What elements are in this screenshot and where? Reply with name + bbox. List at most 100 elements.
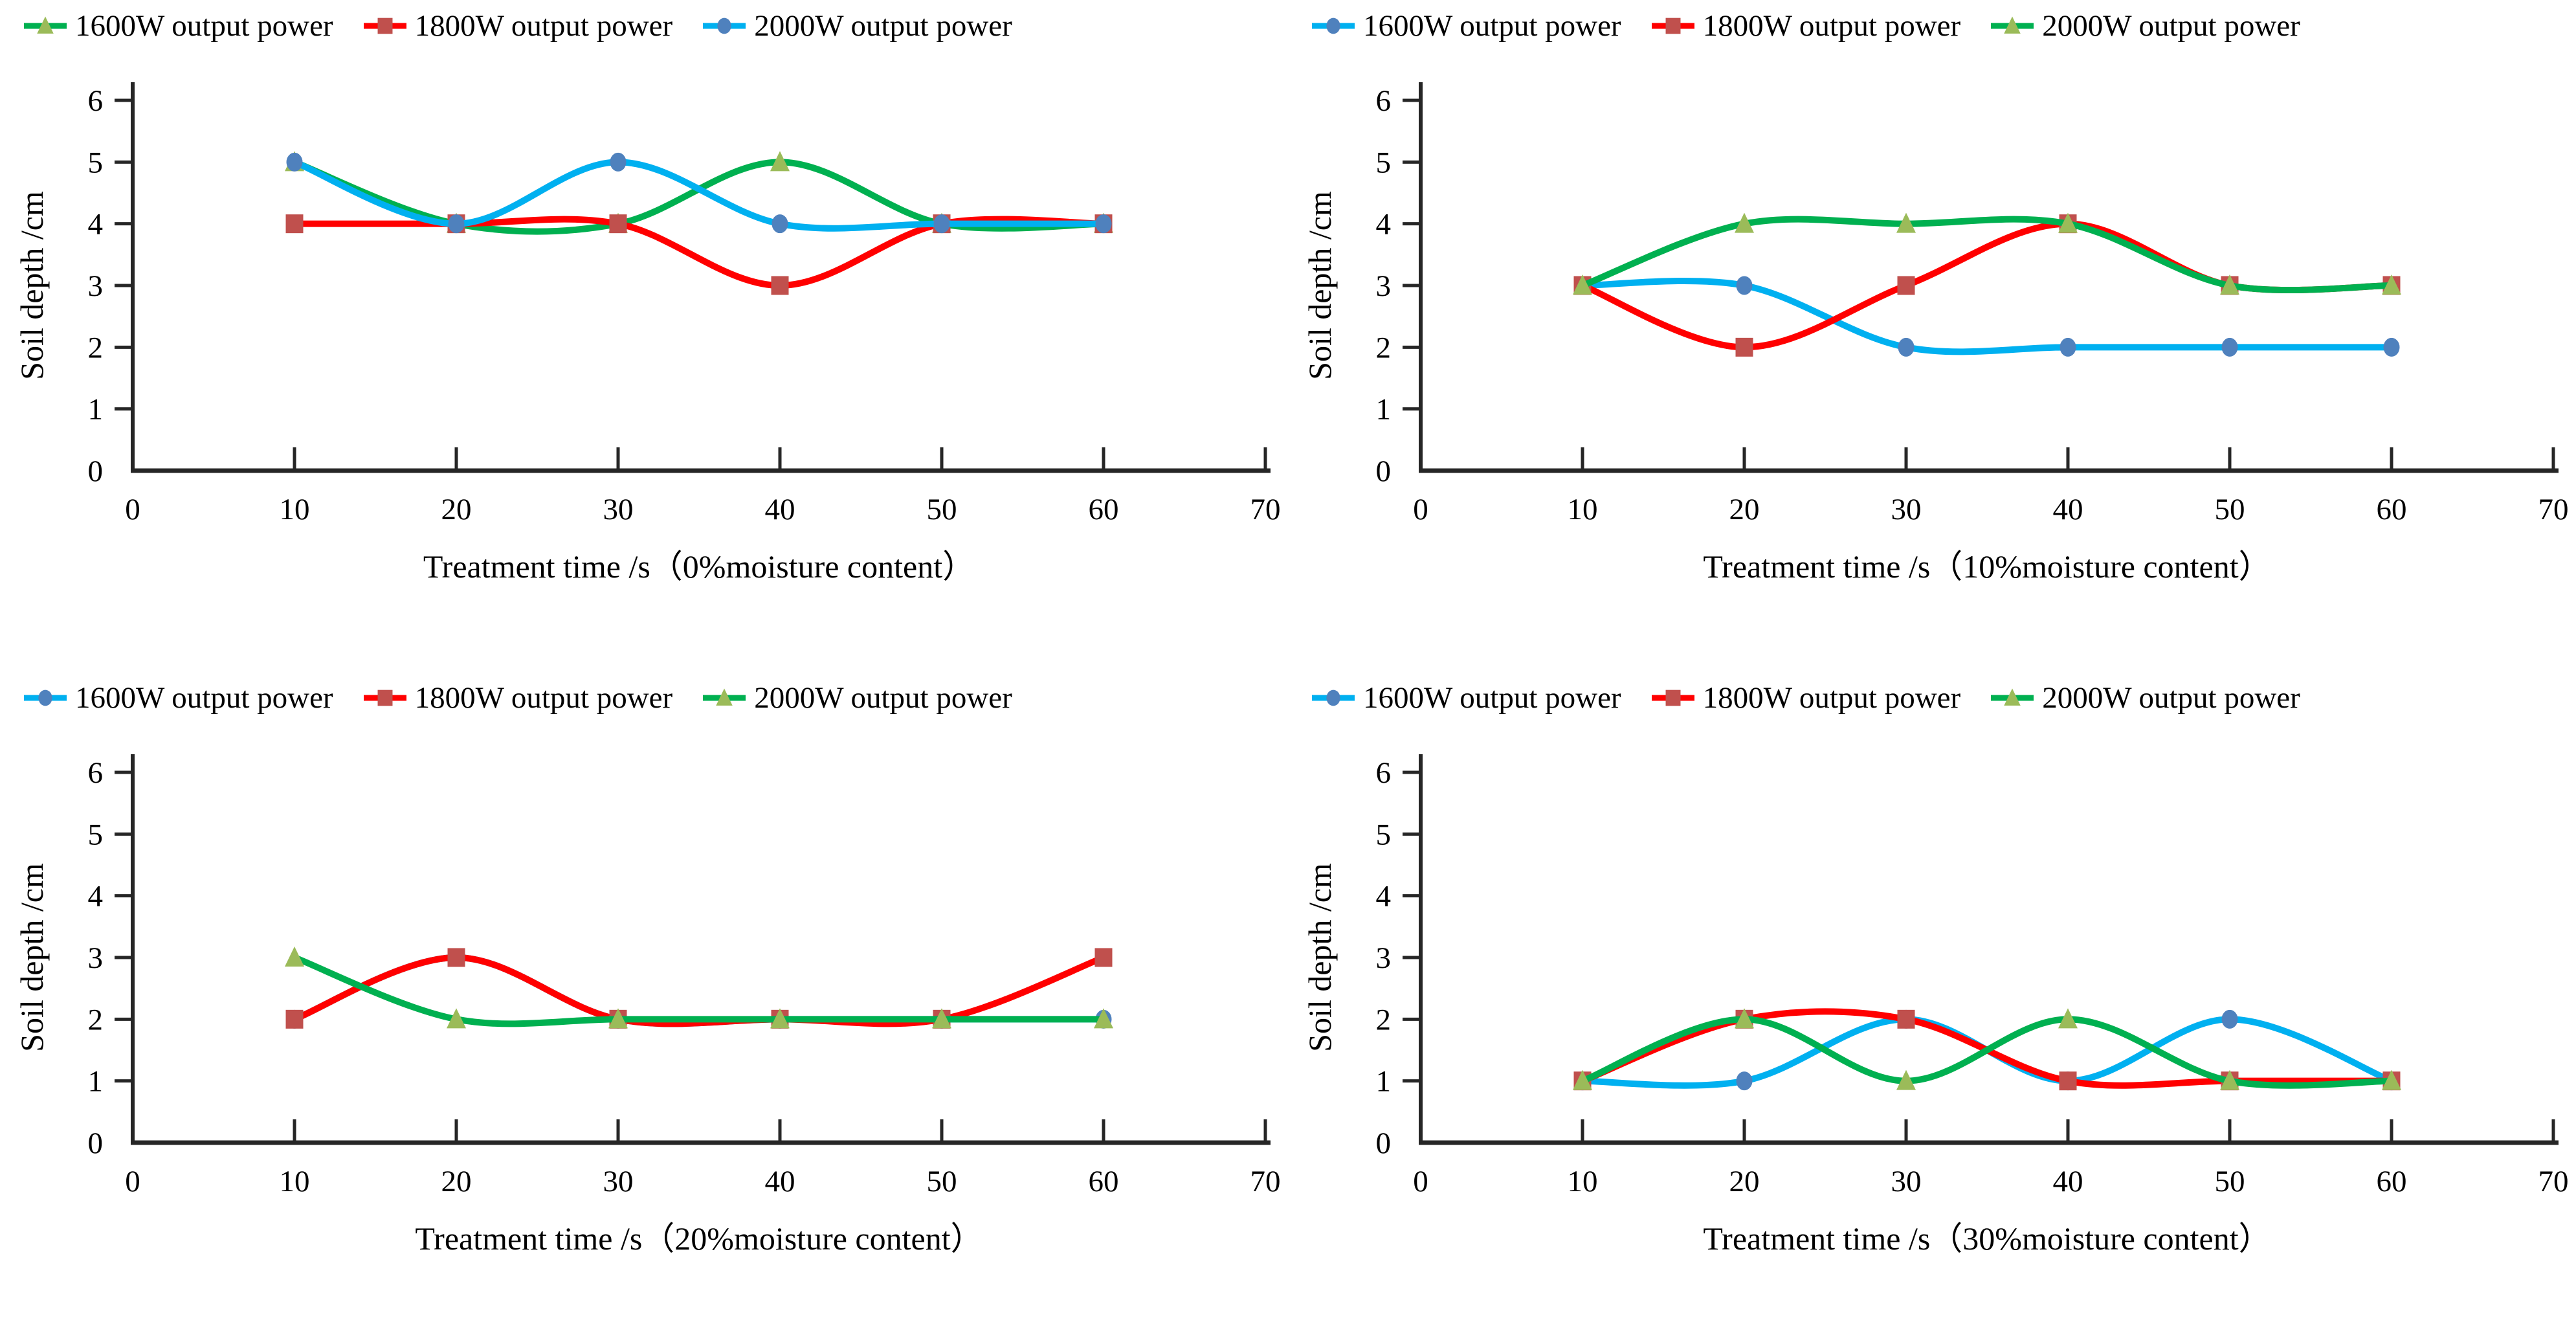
data-point-circle-marker	[1898, 337, 1915, 357]
data-point-circle-marker	[1736, 1071, 1753, 1091]
chart-panel-10pct-moisture: 1600W output power 1800W output power 2000…	[1288, 0, 2576, 672]
x-tick-label: 70	[1250, 493, 1281, 526]
legend-label: 2000W output power	[2042, 9, 2300, 43]
x-axis-title: Treatment time /s（10%moisture content）	[1703, 548, 2271, 585]
data-point-circle-marker	[1326, 689, 1340, 706]
x-tick-label: 50	[927, 493, 957, 526]
y-tick-label: 4	[88, 208, 104, 241]
y-tick-label: 0	[1376, 454, 1392, 488]
data-point-triangle-marker	[1094, 1008, 1113, 1029]
y-tick-label: 2	[88, 331, 104, 364]
data-point-triangle-marker	[2220, 1070, 2239, 1090]
data-point-circle-marker	[717, 17, 731, 34]
x-tick-label: 0	[1413, 1165, 1428, 1198]
y-axis-title: Soil depth /cm	[14, 863, 50, 1052]
y-tick-label: 2	[1376, 1003, 1392, 1036]
data-point-triangle-marker	[285, 946, 304, 967]
chart-canvas: 0 10 20 30 40 50 60 70 0 1 2 3 4 5 6 Treatment time /s（…	[14, 82, 1281, 585]
data-point-square-marker	[447, 948, 465, 967]
data-point-circle-marker	[2060, 337, 2076, 357]
data-point-circle-marker	[286, 152, 303, 172]
x-tick-label: 40	[2053, 493, 2083, 526]
circle-legend-marker-icon	[1312, 689, 1355, 706]
data-point-circle-marker	[772, 214, 788, 234]
data-point-triangle-marker	[2382, 274, 2401, 295]
legend-item-1600w: 1600W output power	[22, 8, 333, 43]
data-point-square-marker	[609, 214, 627, 234]
y-tick-label: 3	[88, 941, 104, 975]
data-point-triangle-marker	[2382, 1070, 2401, 1090]
series-line-2000w	[1579, 1016, 2395, 1089]
series-line-1800w	[1579, 220, 2395, 351]
x-tick-label: 60	[2377, 1165, 2407, 1198]
legend-item-1600w: 1600W output power	[22, 680, 333, 715]
legend-item-1600w: 1600W output power	[1310, 8, 1621, 43]
data-point-circle-marker	[1736, 276, 1753, 295]
legend-label: 2000W output power	[2042, 681, 2300, 715]
data-point-triangle-marker	[1573, 274, 1592, 295]
series-line-1600w	[1579, 277, 2395, 355]
x-tick-label: 50	[2215, 1165, 2245, 1198]
y-tick-label: 3	[1376, 941, 1392, 975]
y-tick-label: 5	[1376, 146, 1392, 179]
triangle-legend-marker-icon	[24, 16, 67, 34]
data-point-circle-marker	[2383, 337, 2400, 357]
data-point-square-marker	[771, 276, 789, 295]
x-tick-label: 50	[927, 1165, 957, 1198]
data-point-triangle-marker	[608, 1008, 628, 1029]
chart-canvas: 0 10 20 30 40 50 60 70 0 1 2 3 4 5 6 Treatment time /s（…	[1302, 754, 2569, 1257]
legend-item-1800w: 1800W output power	[362, 8, 672, 43]
y-tick-label: 1	[1376, 393, 1392, 427]
y-tick-label: 2	[88, 1003, 104, 1036]
x-tick-label: 10	[1568, 1165, 1598, 1198]
data-point-triangle-marker	[2220, 274, 2239, 295]
x-tick-label: 30	[1891, 1165, 1922, 1198]
x-tick-label: 10	[280, 493, 310, 526]
x-axis-title: Treatment time /s（0%moisture content）	[423, 548, 975, 585]
data-point-triangle-marker	[2058, 212, 2078, 233]
triangle-legend-marker-icon	[1991, 16, 2034, 34]
y-tick-label: 0	[88, 1126, 104, 1160]
data-point-circle-marker	[610, 152, 627, 172]
circle-legend-marker-icon	[1312, 17, 1355, 34]
square-legend-marker-icon	[1651, 17, 1694, 34]
x-tick-label: 0	[1413, 493, 1428, 526]
data-point-triangle-marker	[1573, 1070, 1592, 1090]
y-tick-label: 4	[1376, 880, 1392, 913]
data-point-circle-marker	[38, 689, 52, 706]
y-tick-label: 4	[88, 880, 104, 913]
x-tick-label: 0	[125, 1165, 140, 1198]
y-tick-label: 6	[1376, 84, 1392, 118]
data-point-triangle-marker	[2004, 688, 2021, 706]
y-tick-label: 0	[1376, 1126, 1392, 1160]
data-point-square-marker	[377, 689, 393, 706]
x-tick-label: 60	[2377, 493, 2407, 526]
data-point-triangle-marker	[1896, 212, 1916, 233]
legend-label: 1600W output power	[1363, 9, 1621, 43]
x-axis-title: Treatment time /s（20%moisture content）	[415, 1220, 983, 1257]
y-tick-label: 0	[88, 454, 104, 488]
x-tick-label: 20	[1729, 493, 1760, 526]
data-point-triangle-marker	[447, 1008, 466, 1029]
y-tick-label: 2	[1376, 331, 1392, 364]
x-tick-label: 10	[280, 1165, 310, 1198]
series-line-2000w	[1579, 216, 2395, 294]
data-point-circle-marker	[1095, 214, 1112, 234]
square-legend-marker-icon	[363, 689, 406, 706]
series-line-1800w	[291, 954, 1107, 1027]
chart-legend: 1600W output power 1800W output power 2000…	[0, 672, 1288, 724]
data-point-triangle-marker	[1735, 1008, 1754, 1029]
data-point-triangle-marker	[1896, 1070, 1916, 1090]
chart-legend: 1600W output power 1800W output power 2000…	[1288, 672, 2576, 724]
circle-legend-marker-icon	[703, 17, 746, 34]
legend-item-1800w: 1800W output power	[1650, 680, 1960, 715]
x-tick-label: 0	[125, 493, 140, 526]
series-line-2000w	[291, 159, 1107, 232]
chart-canvas: 0 10 20 30 40 50 60 70 0 1 2 3 4 5 6 Treatment time /s（…	[1302, 82, 2569, 585]
y-tick-label: 1	[88, 1065, 104, 1099]
y-tick-label: 3	[88, 269, 104, 303]
data-point-square-marker	[1665, 689, 1681, 706]
y-tick-label: 5	[88, 818, 104, 851]
data-point-square-marker	[1735, 337, 1753, 357]
x-tick-label: 40	[765, 493, 795, 526]
